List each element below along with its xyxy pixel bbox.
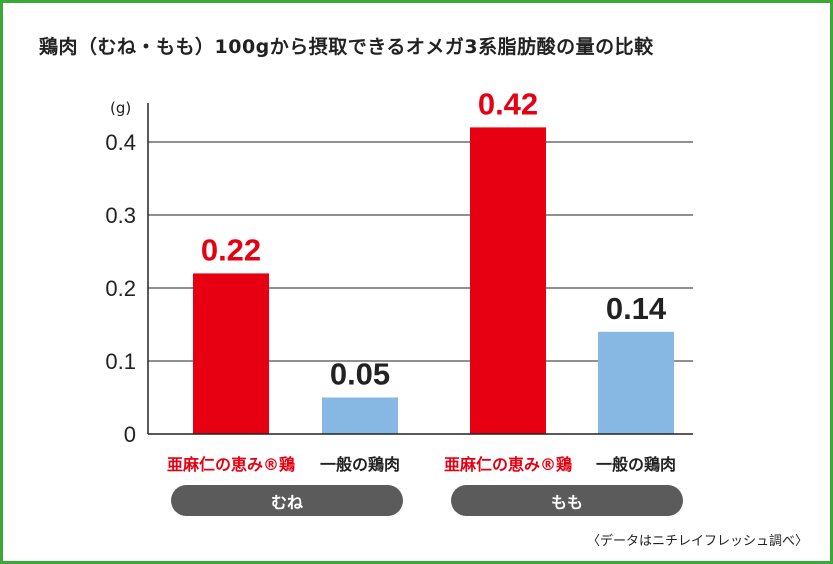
y-tick-label: 0 <box>124 422 136 447</box>
y-tick-label: 0.3 <box>105 203 136 228</box>
bar-chart: 0 0.1 0.2 0.3 0.4 (g) 0.22 亜麻仁の恵み®鶏 0.05 一般の鶏肉 0.4… <box>105 86 693 474</box>
category-label: 亜麻仁の恵み®鶏 <box>444 455 572 474</box>
bar <box>598 331 674 434</box>
y-tick-label: 0.2 <box>105 276 136 301</box>
y-axis-unit-label: (g) <box>110 99 131 117</box>
source-note: 〈データはニチレイフレッシュ調べ〉 <box>586 534 808 549</box>
y-tick-label: 0.4 <box>105 130 136 155</box>
group-pill-mune: むね <box>171 485 403 516</box>
group-pill-momo: もも <box>451 485 683 516</box>
chart-title: 鶏肉（むね・もも）100gから摂取できるオメガ3系脂肪酸の量の比較 <box>39 36 654 58</box>
bar-value-label: 0.05 <box>330 357 390 392</box>
bar <box>322 397 398 434</box>
bar-value-label: 0.22 <box>201 232 261 267</box>
bar <box>470 127 546 435</box>
category-label: 一般の鶏肉 <box>596 455 676 474</box>
bar-value-label: 0.14 <box>606 291 667 326</box>
category-label: 一般の鶏肉 <box>320 455 400 474</box>
bar-value-label: 0.42 <box>478 86 538 121</box>
y-tick-label: 0.1 <box>105 349 136 374</box>
bar <box>193 273 269 434</box>
category-label: 亜麻仁の恵み®鶏 <box>167 455 295 474</box>
